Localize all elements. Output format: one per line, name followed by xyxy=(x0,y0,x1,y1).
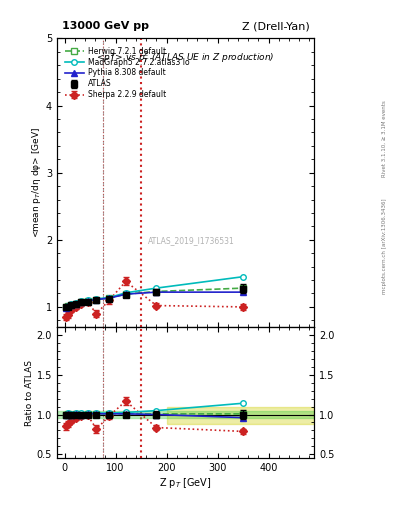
Pythia 8.308 default xyxy=(107,295,112,301)
Herwig 7.2.1 default xyxy=(107,295,112,301)
MadGraph5 2.7.2.atlas3 lo xyxy=(66,303,71,309)
Text: Z (Drell-Yan): Z (Drell-Yan) xyxy=(242,21,309,31)
Text: <pT> vs p$_T^Z$ (ATLAS UE in Z production): <pT> vs p$_T^Z$ (ATLAS UE in Z productio… xyxy=(96,50,275,65)
MadGraph5 2.7.2.atlas3 lo xyxy=(107,294,112,301)
Text: ATLAS_2019_I1736531: ATLAS_2019_I1736531 xyxy=(147,236,234,245)
Text: Rivet 3.1.10, ≥ 3.1M events: Rivet 3.1.10, ≥ 3.1M events xyxy=(382,100,387,177)
Pythia 8.308 default xyxy=(66,303,71,309)
Herwig 7.2.1 default xyxy=(85,298,90,304)
Line: Pythia 8.308 default: Pythia 8.308 default xyxy=(63,289,246,310)
Herwig 7.2.1 default xyxy=(241,285,245,291)
Line: MadGraph5 2.7.2.atlas3 lo: MadGraph5 2.7.2.atlas3 lo xyxy=(63,274,246,310)
Pythia 8.308 default xyxy=(69,302,73,308)
Bar xyxy=(167,407,314,424)
MadGraph5 2.7.2.atlas3 lo xyxy=(123,290,128,296)
Legend: Herwig 7.2.1 default, MadGraph5 2.7.2.atlas3 lo, Pythia 8.308 default, ATLAS, Sh: Herwig 7.2.1 default, MadGraph5 2.7.2.at… xyxy=(63,45,191,101)
Y-axis label: <mean p$_T$/dη dφ> [GeV]: <mean p$_T$/dη dφ> [GeV] xyxy=(30,127,43,238)
Herwig 7.2.1 default xyxy=(66,303,71,309)
MadGraph5 2.7.2.atlas3 lo xyxy=(154,285,159,291)
Herwig 7.2.1 default xyxy=(64,304,68,310)
Pythia 8.308 default xyxy=(123,291,128,297)
Text: 13000 GeV pp: 13000 GeV pp xyxy=(62,21,149,31)
Herwig 7.2.1 default xyxy=(69,302,73,308)
Pythia 8.308 default xyxy=(241,289,245,295)
MadGraph5 2.7.2.atlas3 lo xyxy=(85,297,90,303)
Text: mcplots.cern.ch [arXiv:1306.3436]: mcplots.cern.ch [arXiv:1306.3436] xyxy=(382,198,387,293)
MadGraph5 2.7.2.atlas3 lo xyxy=(69,301,73,307)
Herwig 7.2.1 default xyxy=(79,299,84,305)
MadGraph5 2.7.2.atlas3 lo xyxy=(64,304,68,310)
Herwig 7.2.1 default xyxy=(74,301,79,307)
Pythia 8.308 default xyxy=(85,298,90,304)
X-axis label: Z p$_T$ [GeV]: Z p$_T$ [GeV] xyxy=(159,476,212,490)
MadGraph5 2.7.2.atlas3 lo xyxy=(74,300,79,306)
Herwig 7.2.1 default xyxy=(154,288,159,294)
Pythia 8.308 default xyxy=(154,289,159,295)
MadGraph5 2.7.2.atlas3 lo xyxy=(94,296,99,302)
Herwig 7.2.1 default xyxy=(123,291,128,297)
Pythia 8.308 default xyxy=(74,301,79,307)
Pythia 8.308 default xyxy=(64,305,68,311)
Herwig 7.2.1 default xyxy=(94,296,99,303)
MadGraph5 2.7.2.atlas3 lo xyxy=(241,273,245,280)
Line: Herwig 7.2.1 default: Herwig 7.2.1 default xyxy=(63,285,246,310)
Y-axis label: Ratio to ATLAS: Ratio to ATLAS xyxy=(25,359,34,425)
Bar xyxy=(57,411,314,418)
MadGraph5 2.7.2.atlas3 lo xyxy=(79,298,84,304)
Pythia 8.308 default xyxy=(79,299,84,305)
Pythia 8.308 default xyxy=(94,296,99,303)
